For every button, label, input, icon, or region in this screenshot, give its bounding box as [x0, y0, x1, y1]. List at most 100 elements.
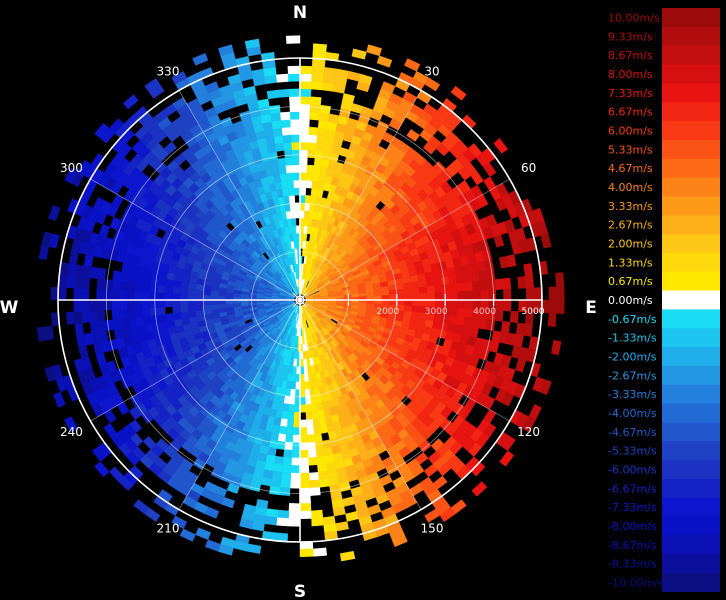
legend-label: 0.00m/s: [608, 294, 653, 307]
velocity-cell: [469, 326, 479, 338]
velocity-cell: [304, 388, 311, 398]
legend-swatch: [662, 26, 720, 47]
velocity-cell: [103, 289, 113, 301]
velocity-cell: [293, 404, 301, 413]
velocity-cell: [479, 280, 489, 291]
velocity-cell: [142, 275, 152, 285]
velocity-cell: [119, 271, 130, 283]
bearing-label: 150: [421, 522, 444, 536]
velocity-cell: [142, 315, 152, 325]
velocity-cell: [96, 289, 105, 301]
velocity-cell: [395, 283, 405, 291]
velocity-cell: [78, 345, 89, 359]
velocity-cell: [299, 126, 310, 135]
velocity-cell: [119, 317, 130, 329]
velocity-cell: [478, 270, 488, 282]
legend-label: 7.33m/s: [608, 87, 653, 100]
legend-swatch: [662, 8, 720, 28]
velocity-cell: [280, 472, 292, 481]
velocity-cell: [141, 291, 151, 301]
velocity-cell: [270, 112, 282, 122]
legend-label: 2.00m/s: [608, 237, 653, 250]
velocity-cell: [80, 299, 90, 312]
velocity-cell: [410, 280, 420, 289]
velocity-cell: [457, 299, 466, 309]
legend-swatch: [662, 271, 720, 292]
velocity-cell: [299, 396, 306, 406]
velocity-cell: [187, 288, 197, 295]
velocity-cell: [509, 310, 519, 324]
velocity-cell: [194, 294, 204, 301]
velocity-cell: [52, 391, 66, 408]
velocity-cell: [239, 518, 254, 530]
velocity-cell: [150, 314, 160, 324]
velocity-cell: [280, 111, 291, 121]
velocity-cell: [358, 73, 373, 85]
velocity-cell: [472, 280, 481, 292]
velocity-cell: [313, 157, 323, 167]
velocity-cell: [172, 312, 182, 321]
velocity-cell: [419, 293, 428, 301]
velocity-cell: [314, 150, 324, 160]
legend-label: -2.00m/s: [608, 351, 657, 364]
velocity-cell: [317, 127, 328, 137]
velocity-cell: [287, 518, 301, 527]
velocity-cell: [306, 164, 315, 174]
velocity-cell: [126, 299, 135, 310]
legend-swatch: [662, 234, 720, 254]
velocity-cell: [404, 58, 421, 72]
velocity-cell: [305, 403, 312, 413]
velocity-cell: [280, 479, 291, 489]
velocity-cell: [68, 251, 79, 265]
velocity-cell: [80, 288, 90, 301]
velocity-cell: [290, 126, 301, 135]
velocity-cell: [381, 290, 390, 296]
velocity-cell: [299, 548, 314, 558]
velocity-cell: [448, 315, 458, 325]
velocity-cell: [73, 311, 83, 324]
velocity-cell: [314, 440, 324, 450]
velocity-cell: [272, 463, 283, 473]
velocity-cell: [182, 495, 198, 509]
velocity-cell: [311, 66, 325, 76]
velocity-cell: [141, 283, 151, 293]
velocity-cell: [342, 93, 355, 104]
velocity-cell: [376, 55, 393, 68]
velocity-cell: [308, 126, 319, 136]
velocity-cell: [419, 286, 428, 294]
velocity-cell: [308, 472, 320, 481]
velocity-cell: [525, 287, 535, 301]
velocity-cell: [309, 395, 317, 405]
velocity-cell: [270, 478, 282, 488]
velocity-cell: [450, 85, 467, 101]
velocity-cell: [103, 299, 113, 311]
velocity-cell: [165, 313, 175, 322]
velocity-cell: [282, 456, 292, 466]
velocity-cell: [81, 276, 91, 290]
velocity-cell: [118, 290, 128, 301]
velocity-cell: [540, 233, 552, 249]
velocity-cell: [506, 254, 517, 268]
velocity-cell: [158, 320, 169, 330]
velocity-cell: [179, 528, 196, 542]
velocity-cell: [403, 305, 413, 312]
velocity-cell: [290, 465, 301, 474]
velocity-cell: [285, 164, 294, 174]
velocity-cell: [487, 279, 496, 291]
velocity-cell: [88, 310, 98, 323]
velocity-cell: [195, 288, 204, 296]
velocity-cell: [246, 543, 262, 554]
velocity-cell: [442, 291, 451, 301]
velocity-cell: [517, 276, 527, 289]
velocity-cell: [411, 287, 421, 295]
velocity-cell: [523, 263, 533, 277]
velocity-cell: [94, 122, 110, 139]
velocity-cell: [289, 103, 301, 113]
velocity-cell: [127, 317, 137, 328]
velocity-cell: [317, 470, 329, 481]
legend-label: -10.00m/s: [608, 577, 664, 590]
velocity-cell: [58, 287, 67, 301]
velocity-cell: [217, 303, 227, 309]
legend-label: 3.33m/s: [608, 200, 653, 213]
velocity-cell: [157, 313, 167, 323]
